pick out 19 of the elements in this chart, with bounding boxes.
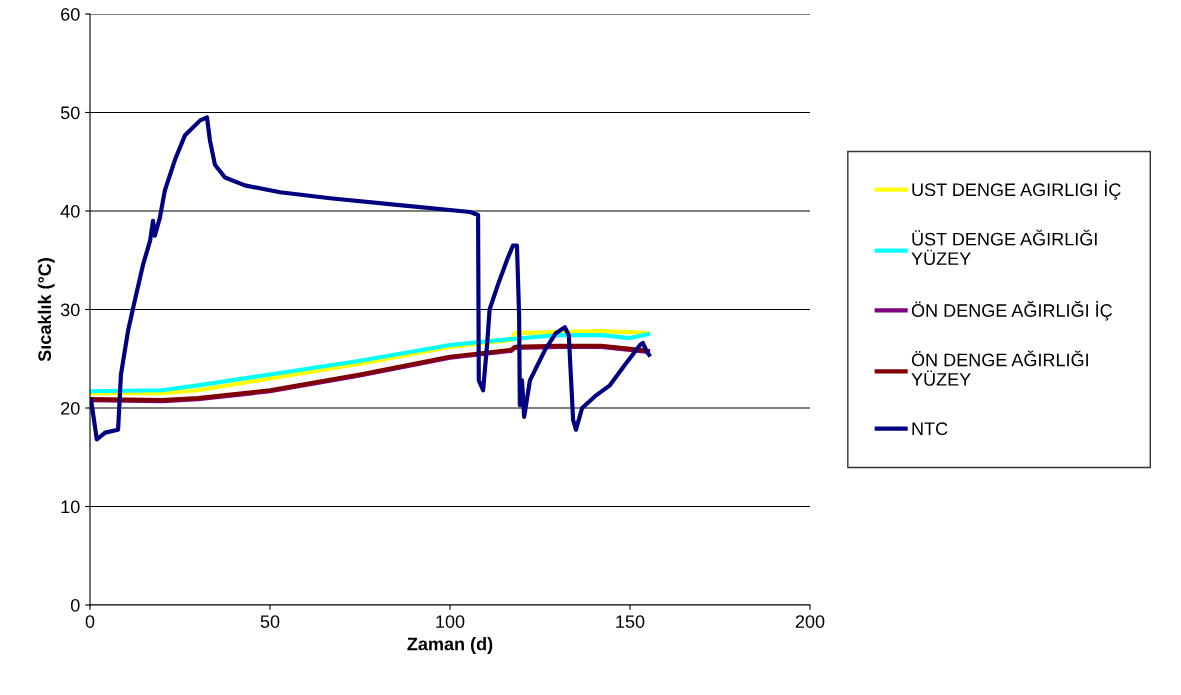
x-tick-label: 200 <box>795 615 825 628</box>
y-tick-label: 20 <box>61 401 80 415</box>
x-tick-label: 100 <box>436 615 465 628</box>
y-tick-label: 10 <box>61 500 80 514</box>
y-tick-label: 50 <box>60 106 80 120</box>
legend-label: ÖN DENGE AĞIRLIĞI YÜZEY <box>911 350 1088 386</box>
x-axis-title: Zaman (d) <box>407 637 493 654</box>
legend-label: ÜST DENGE AĞIRLIĞI YÜZEY <box>911 229 1097 265</box>
y-tick-label: 30 <box>60 303 80 317</box>
legend-label: UST DENGE AGIRLIGI İÇ <box>912 180 1121 200</box>
x-tick-label: 150 <box>616 615 645 628</box>
y-tick-label: 0 <box>70 598 80 612</box>
y-axis-title: Sıcaklık (°C) <box>37 258 55 362</box>
legend-label: NTC <box>912 422 948 436</box>
x-tick-label: 0 <box>85 615 95 628</box>
legend-label: ÖN DENGE AĞIRLIĞI İÇ <box>911 301 1112 321</box>
y-tick-label: 40 <box>60 204 80 218</box>
x-tick-label: 50 <box>260 615 280 628</box>
y-tick-label: 60 <box>61 7 80 21</box>
